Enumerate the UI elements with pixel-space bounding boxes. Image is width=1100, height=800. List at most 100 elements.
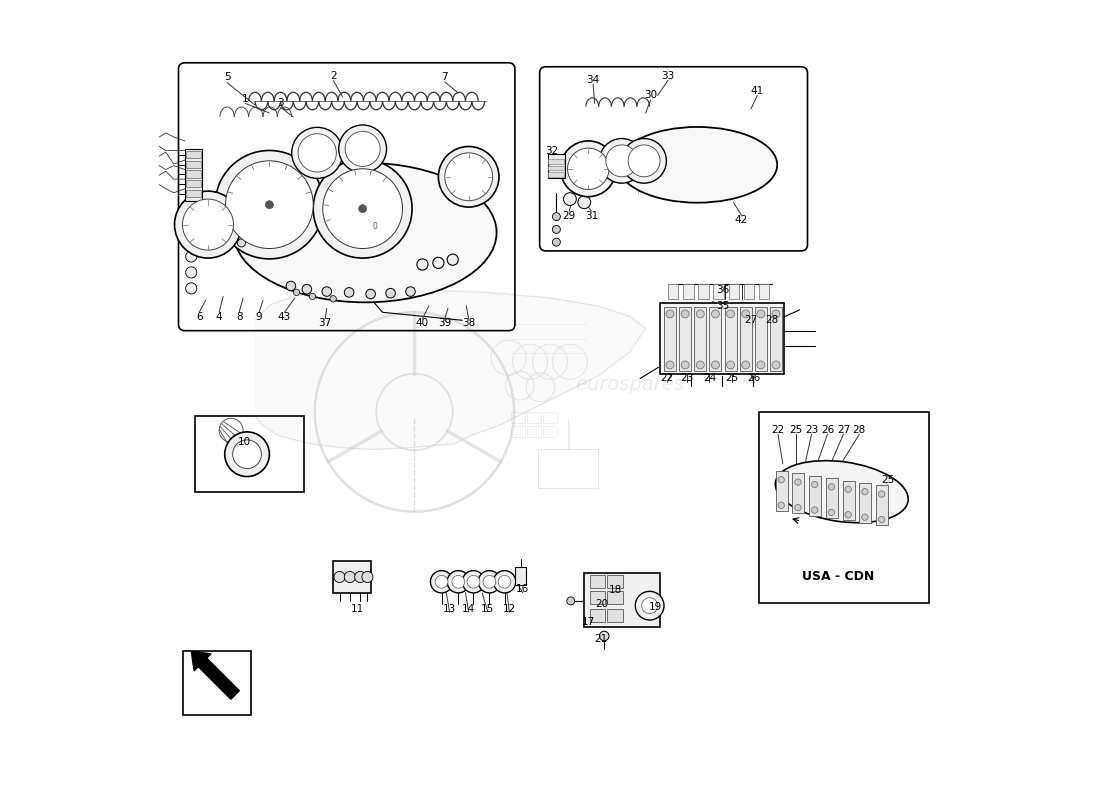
Circle shape [186, 251, 197, 262]
Circle shape [696, 361, 704, 369]
Circle shape [552, 213, 560, 221]
Circle shape [239, 214, 248, 222]
Text: 28: 28 [764, 315, 779, 326]
Text: 2: 2 [330, 70, 337, 81]
Text: 21: 21 [594, 634, 607, 644]
Bar [668, 285, 679, 298]
Circle shape [621, 138, 667, 183]
Text: 11: 11 [351, 604, 364, 614]
Text: 0: 0 [372, 222, 377, 230]
Circle shape [741, 310, 750, 318]
FancyArrow shape [191, 651, 240, 699]
Bar [186, 151, 201, 158]
Circle shape [666, 361, 674, 369]
Text: 22: 22 [661, 374, 674, 383]
Circle shape [861, 514, 868, 520]
Bar [770, 306, 782, 370]
Text: 12: 12 [503, 604, 516, 614]
Text: 25: 25 [789, 426, 802, 435]
Ellipse shape [618, 127, 778, 202]
Circle shape [712, 310, 719, 318]
Text: 30: 30 [644, 90, 657, 101]
Bar [549, 159, 563, 164]
Bar [186, 170, 201, 178]
Circle shape [606, 145, 638, 177]
Circle shape [778, 502, 784, 509]
Circle shape [468, 575, 480, 588]
Circle shape [344, 571, 355, 582]
Circle shape [452, 575, 464, 588]
Circle shape [812, 507, 818, 514]
Text: 16: 16 [516, 584, 529, 594]
Bar [195, 416, 305, 492]
Bar [510, 412, 526, 423]
Circle shape [386, 288, 395, 298]
Bar [664, 306, 676, 370]
Circle shape [186, 267, 197, 278]
Text: 15: 15 [481, 604, 494, 614]
Circle shape [578, 196, 591, 209]
Circle shape [494, 570, 516, 593]
Bar [607, 609, 623, 622]
Bar [515, 567, 526, 585]
Bar [826, 478, 838, 518]
Bar [527, 412, 541, 423]
Circle shape [345, 131, 381, 166]
Bar [527, 426, 541, 438]
Text: 34: 34 [586, 74, 600, 85]
Circle shape [344, 287, 354, 297]
Circle shape [600, 138, 645, 183]
Bar [590, 591, 605, 604]
Circle shape [879, 516, 884, 522]
Circle shape [845, 512, 851, 518]
Text: eurospares: eurospares [264, 243, 373, 262]
Circle shape [560, 141, 616, 197]
Circle shape [292, 127, 343, 178]
Text: 14: 14 [462, 604, 475, 614]
Circle shape [238, 239, 245, 247]
Bar [739, 306, 751, 370]
Circle shape [330, 295, 337, 302]
Bar [876, 486, 888, 525]
Circle shape [641, 598, 658, 614]
Circle shape [186, 171, 197, 182]
Text: 26: 26 [821, 426, 834, 435]
Circle shape [298, 134, 337, 172]
Text: 17: 17 [582, 617, 595, 626]
Circle shape [448, 570, 470, 593]
Circle shape [778, 477, 784, 483]
Text: 23: 23 [805, 426, 818, 435]
Circle shape [727, 310, 735, 318]
Bar [694, 306, 706, 370]
Circle shape [354, 571, 366, 582]
Circle shape [681, 310, 689, 318]
Circle shape [462, 570, 485, 593]
Text: 39: 39 [438, 318, 451, 329]
Ellipse shape [776, 461, 909, 522]
Circle shape [448, 254, 459, 266]
Text: 26: 26 [748, 374, 761, 383]
Bar [184, 651, 251, 715]
Circle shape [339, 125, 386, 173]
Circle shape [309, 293, 316, 299]
Text: 35: 35 [716, 301, 729, 311]
Circle shape [186, 203, 197, 214]
Circle shape [568, 148, 609, 190]
Circle shape [439, 146, 499, 207]
Text: 38: 38 [462, 318, 475, 329]
Bar [542, 426, 558, 438]
Circle shape [552, 238, 560, 246]
Bar [186, 180, 201, 187]
Bar [810, 476, 821, 515]
Circle shape [322, 286, 331, 296]
Bar [590, 609, 605, 622]
Circle shape [566, 597, 574, 605]
Circle shape [498, 575, 510, 588]
Text: 29: 29 [562, 211, 575, 221]
Text: 32: 32 [544, 146, 558, 156]
Circle shape [741, 361, 750, 369]
Circle shape [417, 259, 428, 270]
Circle shape [794, 479, 801, 486]
Circle shape [712, 361, 719, 369]
Text: 37: 37 [319, 318, 332, 329]
